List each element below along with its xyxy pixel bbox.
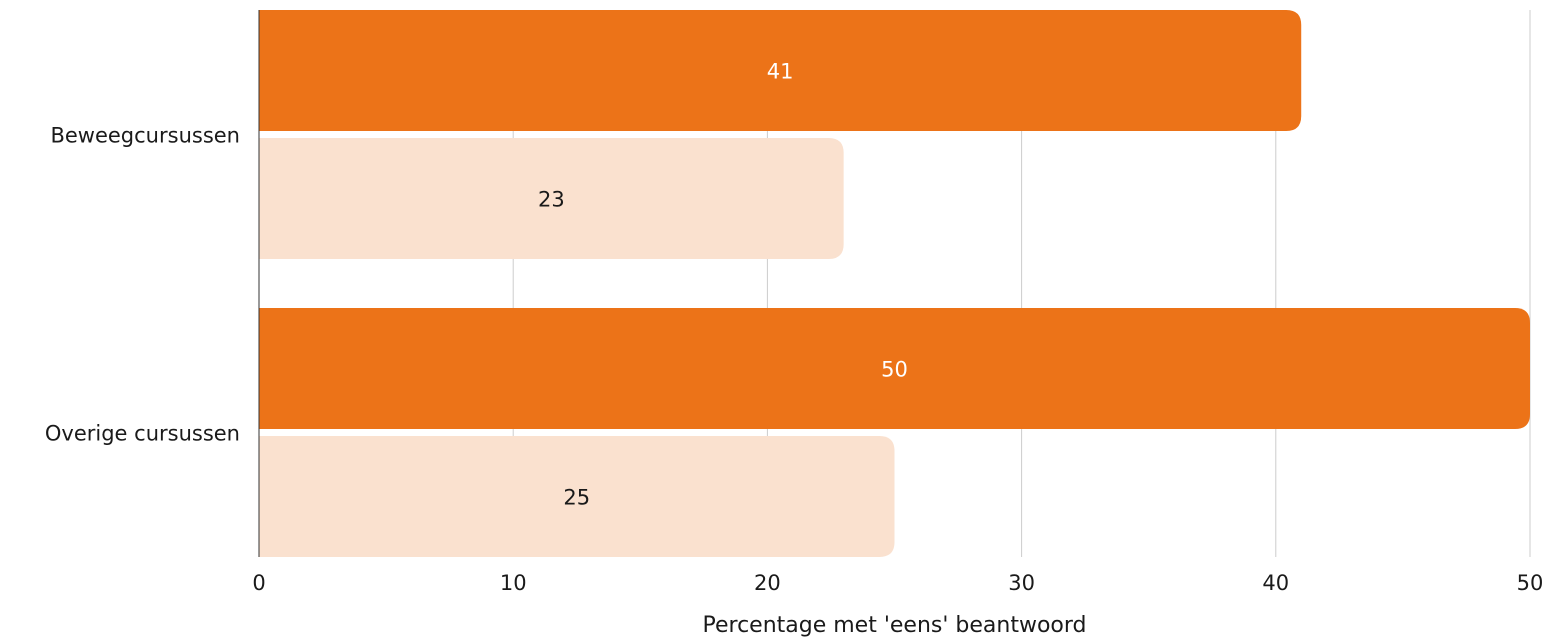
bars: 41 23 50 25 bbox=[259, 10, 1530, 557]
bar-1-1 bbox=[259, 10, 1302, 131]
bar-value-label: 23 bbox=[538, 188, 565, 212]
x-tick-label: 20 bbox=[754, 571, 781, 595]
bar-value-label: 50 bbox=[881, 358, 908, 382]
bar-2-1 bbox=[259, 308, 1530, 429]
bar-1-2 bbox=[259, 138, 844, 259]
x-tick-label: 30 bbox=[1008, 571, 1035, 595]
y-category-label: Beweegcursussen bbox=[50, 124, 240, 148]
x-tick-label: 40 bbox=[1262, 571, 1289, 595]
bar-value-label: 41 bbox=[767, 60, 794, 84]
y-category-label: Overige cursussen bbox=[45, 422, 240, 446]
x-axis-title: Percentage met 'eens' beantwoord bbox=[703, 613, 1087, 638]
bar-2-2 bbox=[259, 436, 895, 557]
bar-value-label: 25 bbox=[563, 486, 590, 510]
x-tick-label: 50 bbox=[1517, 571, 1544, 595]
x-tick-label: 0 bbox=[252, 571, 265, 595]
x-tick-label: 10 bbox=[500, 571, 527, 595]
axes: 0 10 20 30 40 50 Beweegcursussen Overige cursus… bbox=[45, 10, 1543, 595]
